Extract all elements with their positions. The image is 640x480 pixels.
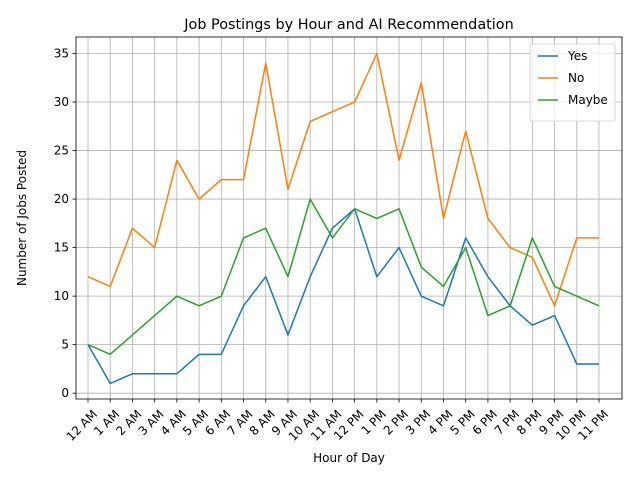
y-tick-label: 30 — [54, 95, 69, 109]
y-tick-label: 25 — [54, 144, 69, 158]
plot-frame — [75, 36, 623, 400]
y-tick-label: 20 — [54, 192, 69, 206]
legend-label: Yes — [567, 49, 587, 63]
series-lines — [87, 52, 600, 385]
legend-label: Maybe — [568, 93, 608, 107]
series-line-maybe — [87, 198, 600, 356]
legend: Yes No Maybe — [529, 43, 616, 122]
y-tick-label: 35 — [54, 46, 69, 60]
x-axis-title: Hour of Day — [313, 451, 385, 465]
grid — [76, 37, 622, 399]
series-line-no — [87, 52, 599, 307]
y-tick-label: 5 — [61, 338, 69, 352]
y-tick-label: 10 — [54, 289, 69, 303]
chart-title: Job Postings by Hour and AI Recommendati… — [183, 17, 513, 33]
legend-box — [529, 43, 616, 122]
y-axis-title: Number of Jobs Posted — [15, 150, 29, 286]
y-tick-label: 15 — [54, 241, 69, 255]
series-line-yes — [87, 208, 599, 385]
legend-label: No — [568, 71, 584, 85]
y-tick-label: 0 — [61, 386, 69, 400]
